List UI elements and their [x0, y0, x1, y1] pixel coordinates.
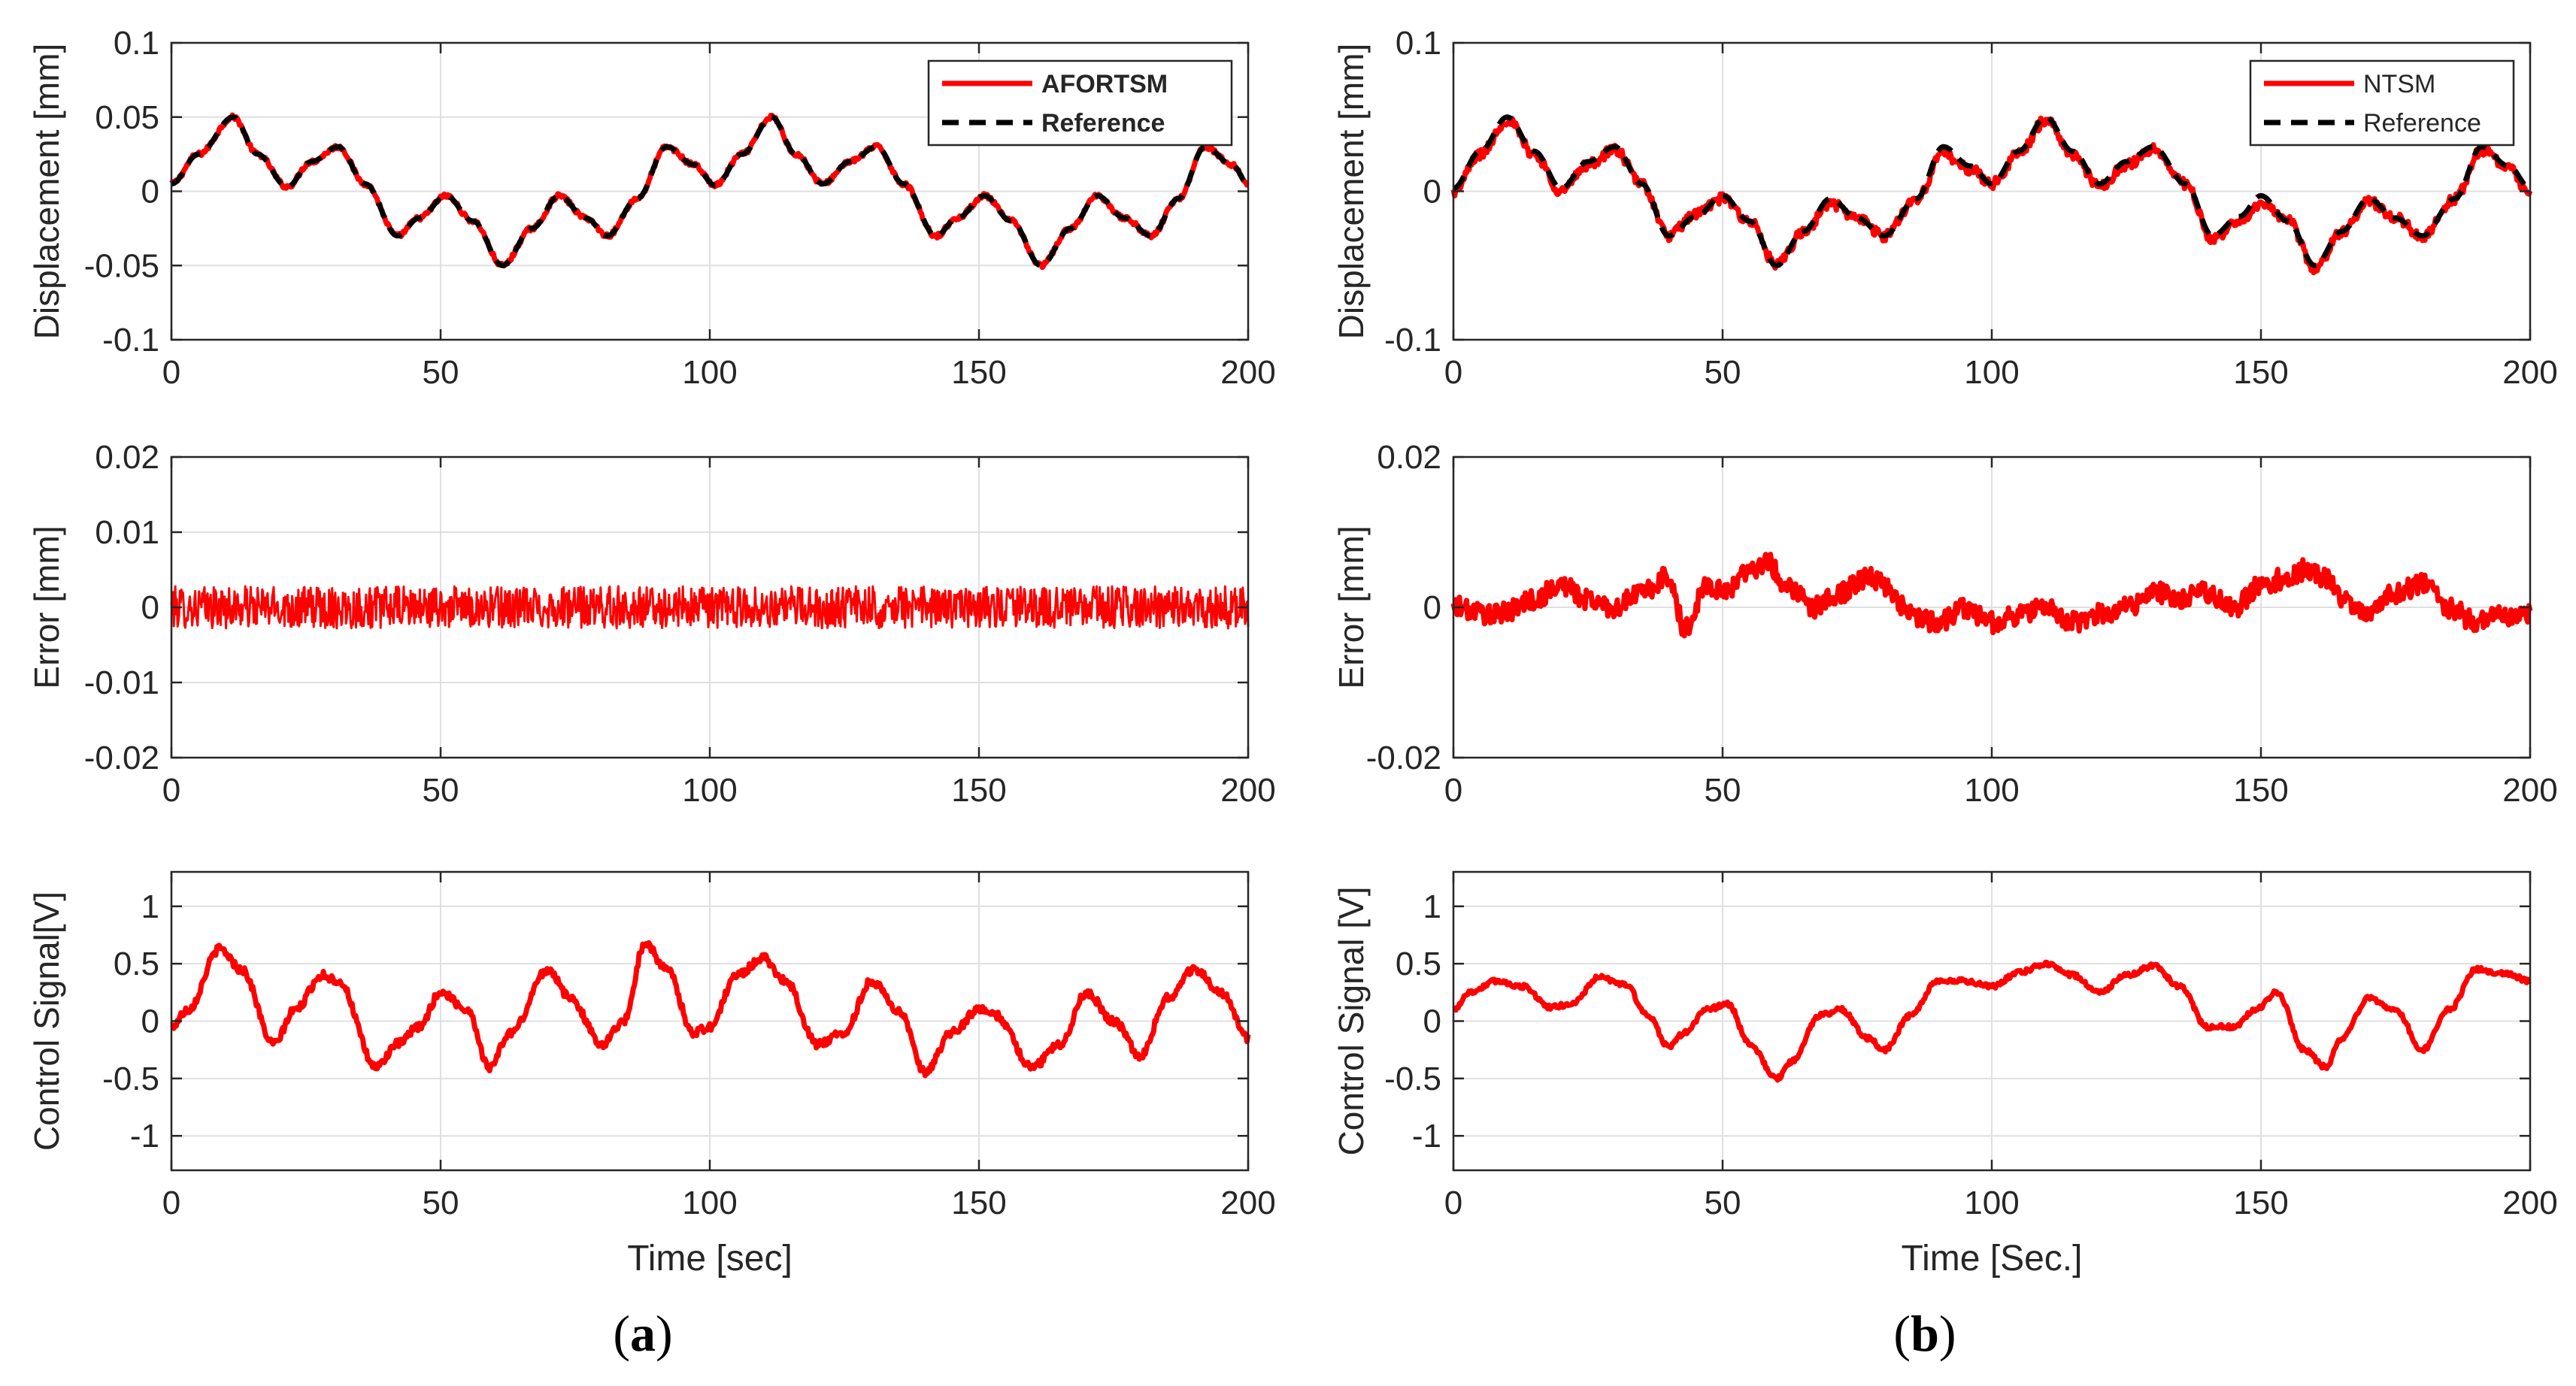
y-tick-label: 0.5 — [114, 946, 159, 982]
x-tick-label: 100 — [1964, 772, 2019, 809]
legend-label: Reference — [1041, 109, 1165, 138]
legend-box — [927, 59, 1233, 147]
x-axis-label: Time [Sec.] — [1902, 1239, 2083, 1279]
y-tick-label: 0.1 — [1396, 25, 1441, 62]
series-line-reference — [1452, 114, 2532, 268]
y-tick-label: -0.02 — [84, 740, 159, 776]
x-tick-label: 200 — [1220, 772, 1275, 809]
y-tick-label: 0 — [1423, 589, 1441, 626]
x-tick-label: 150 — [951, 1185, 1006, 1221]
legend: AFORTSM Reference — [927, 59, 1233, 147]
x-tick-label: 200 — [2502, 1185, 2557, 1221]
y-tick-label: 0.01 — [95, 514, 159, 551]
x-axis-label: Time [sec] — [627, 1239, 792, 1279]
y-tick-label: 0.02 — [95, 439, 159, 476]
x-tick-label: 50 — [1705, 354, 1741, 391]
chart-a-control: 0 50 100 150 200 -1 -0.5 0 0.5 1 Control Signal[V]… — [27, 870, 1276, 1279]
x-tick-label: 100 — [682, 772, 737, 809]
x-tick-label: 50 — [1705, 1185, 1741, 1221]
x-tick-label: 150 — [2233, 1185, 2288, 1221]
y-tick-label: -0.5 — [1384, 1061, 1441, 1097]
y-axis-label: Control Signal[V] — [27, 891, 66, 1151]
y-tick-label: -0.02 — [1366, 740, 1441, 776]
x-tick-label: 50 — [423, 772, 459, 809]
y-tick-label: -0.1 — [1384, 322, 1441, 359]
x-tick-label: 0 — [1444, 354, 1462, 391]
y-tick-label: 0 — [1423, 174, 1441, 210]
x-tick-label: 0 — [162, 354, 180, 391]
x-tick-label: 100 — [1964, 354, 2019, 391]
x-tick-label: 0 — [1444, 1185, 1462, 1221]
y-axis-label: Error [mm] — [27, 525, 66, 688]
y-axis-label: Displacement [mm] — [1332, 44, 1371, 340]
series-line-control — [170, 940, 1251, 1079]
series-line-error — [1450, 552, 2533, 639]
x-tick-label: 50 — [423, 1185, 459, 1221]
y-tick-label: 0.5 — [1396, 946, 1441, 982]
y-tick-label: 0.05 — [95, 99, 159, 136]
y-tick-label: -0.5 — [102, 1061, 159, 1097]
x-tick-label: 200 — [1220, 354, 1275, 391]
legend-box — [2249, 59, 2515, 147]
x-tick-label: 150 — [2233, 772, 2288, 809]
series-line-reference — [170, 114, 1250, 268]
x-tick-label: 200 — [2502, 354, 2557, 391]
x-tick-label: 0 — [162, 1185, 180, 1221]
x-tick-label: 100 — [682, 354, 737, 391]
x-tick-label: 100 — [682, 1185, 737, 1221]
y-tick-label: 0.1 — [114, 25, 159, 62]
x-tick-label: 200 — [1220, 1185, 1275, 1221]
y-tick-label: -1 — [1412, 1118, 1441, 1154]
legend-label: Reference — [2363, 109, 2481, 138]
legend-label: NTSM — [2363, 70, 2435, 98]
y-tick-label: -1 — [130, 1118, 159, 1154]
y-axis-label: Error [mm] — [1332, 525, 1371, 688]
chart-b-control: 0 50 100 150 200 -1 -0.5 0 0.5 1 Control Signal [V… — [1332, 870, 2558, 1279]
series-line-error — [170, 585, 1250, 630]
x-tick-label: 50 — [423, 354, 459, 391]
x-tick-label: 100 — [1964, 1185, 2019, 1221]
x-tick-label: 150 — [951, 772, 1006, 809]
y-axis-label: Displacement [mm] — [27, 44, 66, 340]
panel-label-b: (b) — [1893, 1305, 1956, 1362]
y-tick-label: -0.01 — [84, 664, 159, 701]
chart-a-displacement: 0 50 100 150 200 -0.1 -0.05 0 0.05 0.1 Displacemen… — [27, 25, 1276, 391]
panel-label-a: (a) — [613, 1305, 672, 1362]
chart-a-error: 0 50 100 150 200 -0.02 -0.01 0 0.01 0.02 Error [mm… — [27, 439, 1276, 809]
y-tick-label: 0.02 — [1377, 439, 1441, 476]
y-tick-label: 1 — [1423, 888, 1441, 925]
x-tick-label: 0 — [162, 772, 180, 809]
y-tick-label: 0 — [141, 1003, 159, 1040]
x-tick-label: 150 — [2233, 354, 2288, 391]
charts-container: 0 50 100 150 200-0.1-0.0500.050.1Displacemen… — [27, 25, 2558, 1279]
x-tick-label: 50 — [1705, 772, 1741, 809]
y-tick-label: 1 — [141, 888, 159, 925]
legend-label: AFORTSM — [1041, 70, 1168, 98]
x-tick-label: 200 — [2502, 772, 2557, 809]
y-tick-label: -0.05 — [84, 247, 159, 284]
legend: NTSM Reference — [2249, 59, 2515, 147]
x-tick-label: 150 — [951, 354, 1006, 391]
series-line-control — [1452, 959, 2532, 1083]
y-tick-label: 0 — [141, 174, 159, 210]
y-tick-label: 0 — [141, 589, 159, 626]
y-axis-label: Control Signal [V] — [1332, 887, 1371, 1156]
x-tick-label: 0 — [1444, 772, 1462, 809]
y-tick-label: 0 — [1423, 1003, 1441, 1040]
y-tick-label: -0.1 — [102, 322, 159, 359]
